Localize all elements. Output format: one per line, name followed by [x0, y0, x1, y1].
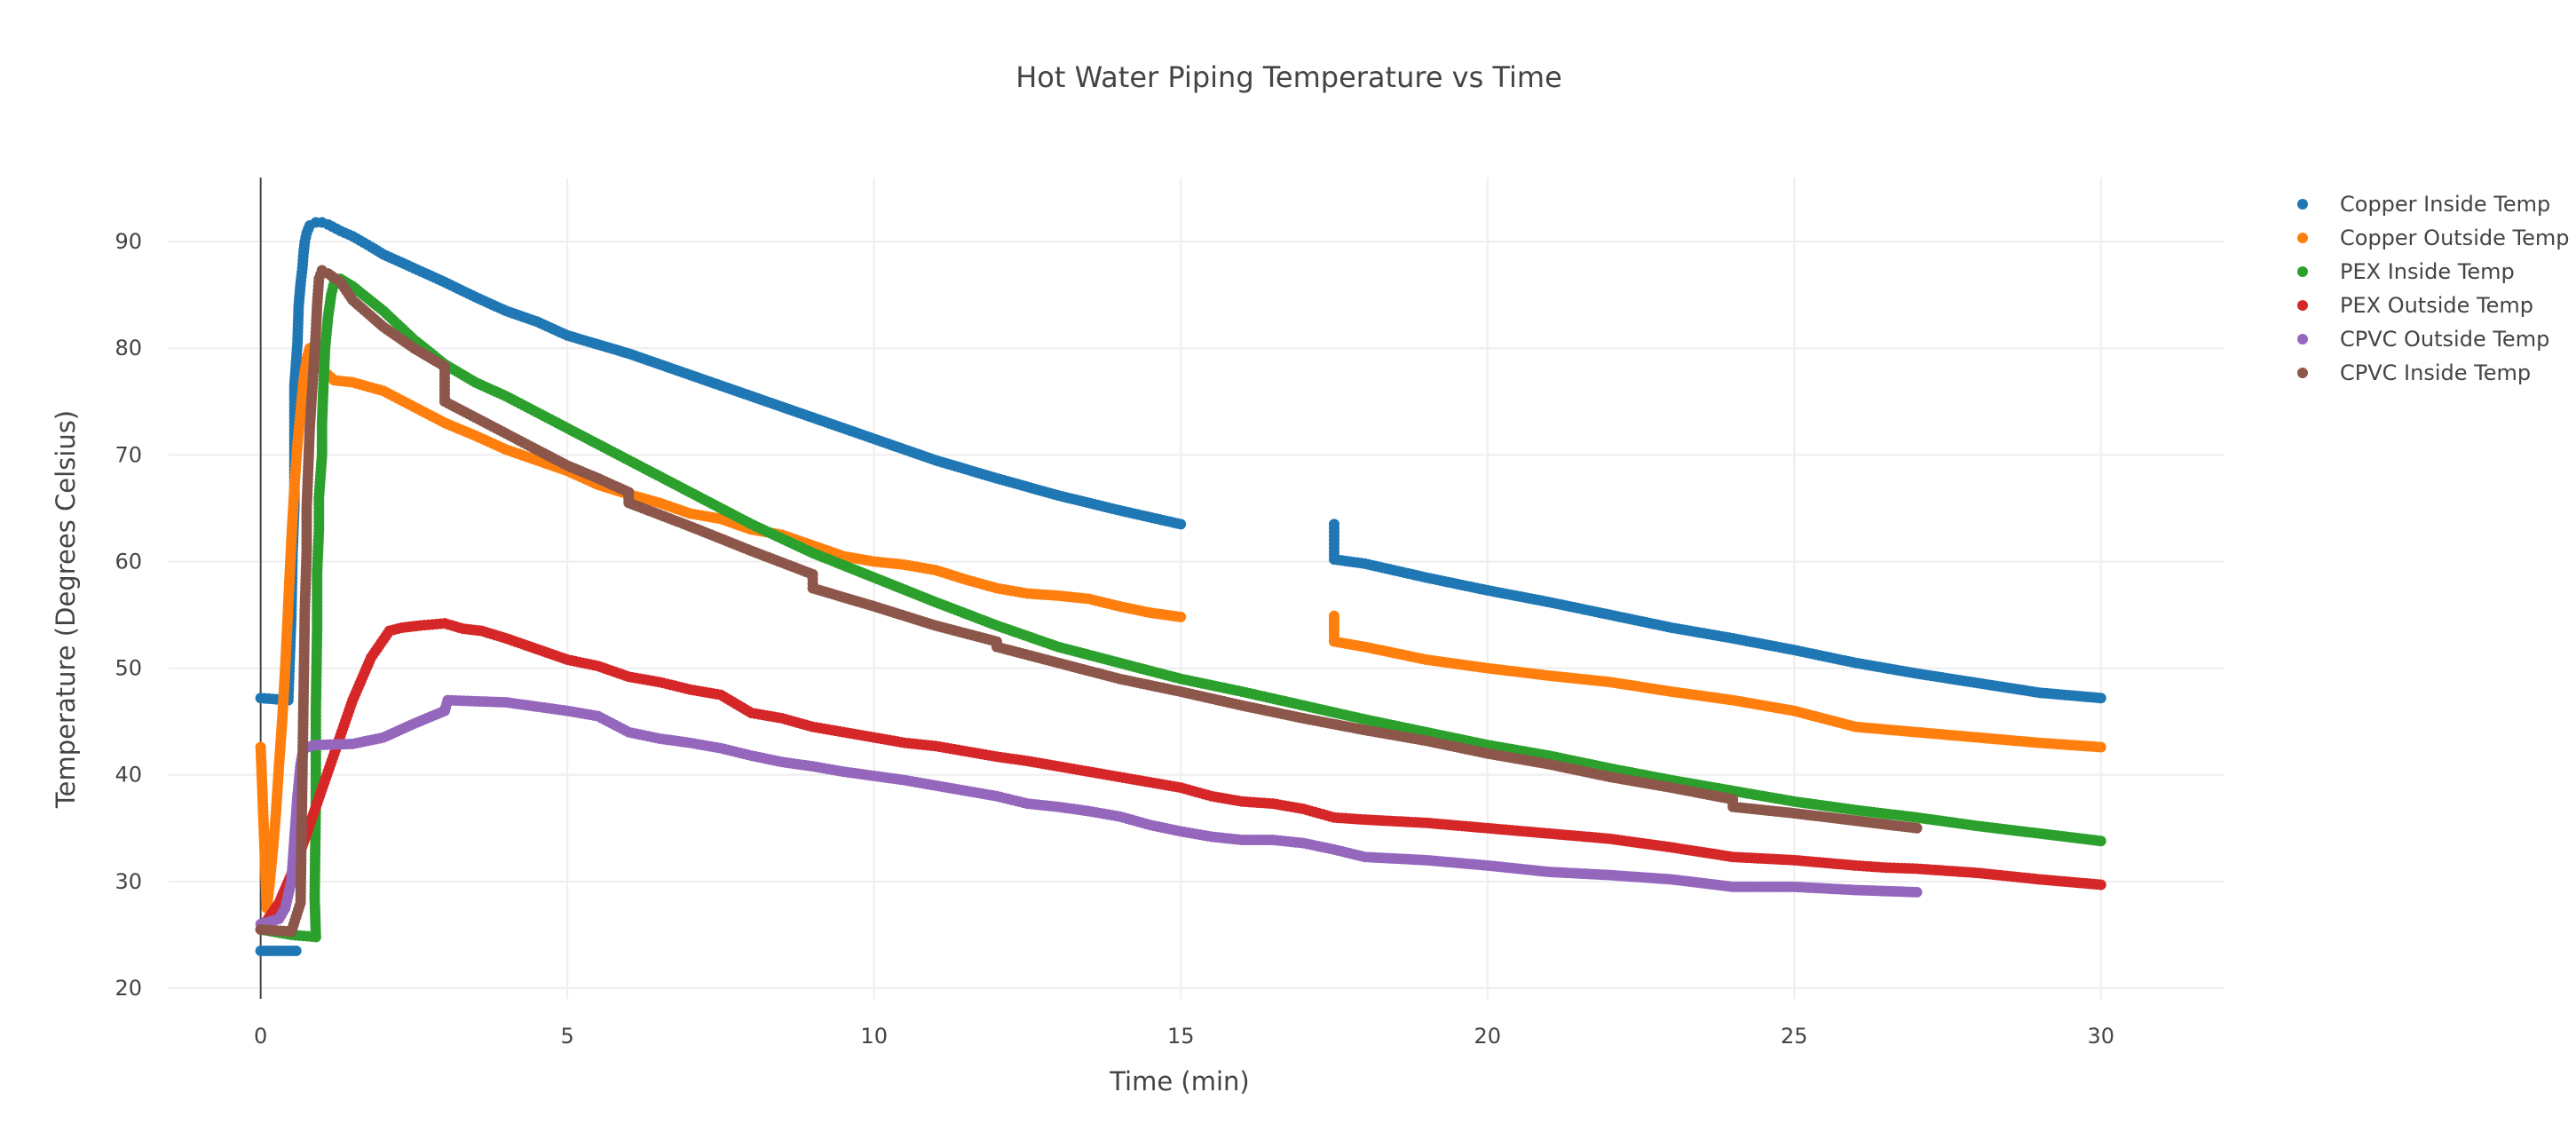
data-point [290, 945, 302, 956]
x-tick-label: 5 [561, 1024, 574, 1049]
series-pex-inside-temp [255, 273, 2106, 943]
legend-marker [2297, 368, 2308, 378]
axes: 0 5 10 15 20 25 30 20 30 40 50 60 70 80 90 [115, 178, 2114, 1049]
plot-area [255, 217, 2106, 956]
legend-item-pex-inside-temp[interactable]: PEX Inside Temp [2297, 259, 2515, 284]
legend-item-cpvc-outside-temp[interactable]: CPVC Outside Temp [2297, 327, 2549, 352]
legend-item-cpvc-inside-temp[interactable]: CPVC Inside Temp [2297, 360, 2531, 385]
legend-item-pex-outside-temp[interactable]: PEX Outside Temp [2297, 293, 2533, 318]
x-tick-label: 30 [2088, 1024, 2115, 1049]
y-tick-label: 50 [115, 656, 142, 681]
legend-item-copper-outside-temp[interactable]: Copper Outside Temp [2297, 226, 2569, 250]
y-tick-label: 30 [115, 869, 142, 894]
data-point [1911, 822, 1923, 834]
y-tick-label: 70 [115, 442, 142, 467]
legend-marker [2297, 300, 2308, 311]
x-tick-label: 0 [254, 1024, 267, 1049]
data-point [1175, 611, 1187, 622]
y-tick-label: 20 [115, 976, 142, 1001]
legend-label: Copper Inside Temp [2340, 192, 2550, 217]
y-tick-label: 80 [115, 336, 142, 360]
x-tick-label: 10 [860, 1024, 888, 1049]
legend-marker [2297, 266, 2308, 277]
legend-marker [2297, 199, 2308, 210]
series-pex-outside-temp [255, 618, 2106, 935]
chart-title: Hot Water Piping Temperature vs Time [1015, 60, 1562, 94]
legend-label: CPVC Inside Temp [2340, 360, 2531, 385]
legend[interactable]: Copper Inside Temp Copper Outside Temp PEX… [2297, 192, 2569, 385]
legend-label: PEX Outside Temp [2340, 293, 2533, 318]
legend-item-copper-inside-temp[interactable]: Copper Inside Temp [2297, 192, 2550, 217]
x-tick-label: 20 [1474, 1024, 1501, 1049]
legend-label: PEX Inside Temp [2340, 259, 2515, 284]
legend-label: Copper Outside Temp [2340, 226, 2569, 250]
legend-label: CPVC Outside Temp [2340, 327, 2549, 352]
data-point [2095, 693, 2106, 704]
y-axis-title: Temperature (Degrees Celsius) [51, 410, 81, 809]
series-copper-outside-temp [255, 343, 2106, 914]
x-tick-label: 15 [1167, 1024, 1195, 1049]
data-point [2095, 741, 2106, 753]
data-point [2095, 835, 2106, 847]
y-tick-label: 40 [115, 763, 142, 788]
data-point [2095, 879, 2106, 891]
y-tick-label: 90 [115, 229, 142, 254]
data-point [1911, 886, 1923, 898]
legend-marker [2297, 334, 2308, 344]
y-tick-label: 60 [115, 549, 142, 574]
x-axis-title: Time (min) [1109, 1066, 1250, 1096]
data-point [1175, 519, 1187, 530]
x-tick-label: 25 [1781, 1024, 1808, 1049]
series-cpvc-outside-temp [255, 694, 1923, 930]
legend-marker [2297, 233, 2308, 243]
series-cpvc-inside-temp [255, 265, 1923, 938]
